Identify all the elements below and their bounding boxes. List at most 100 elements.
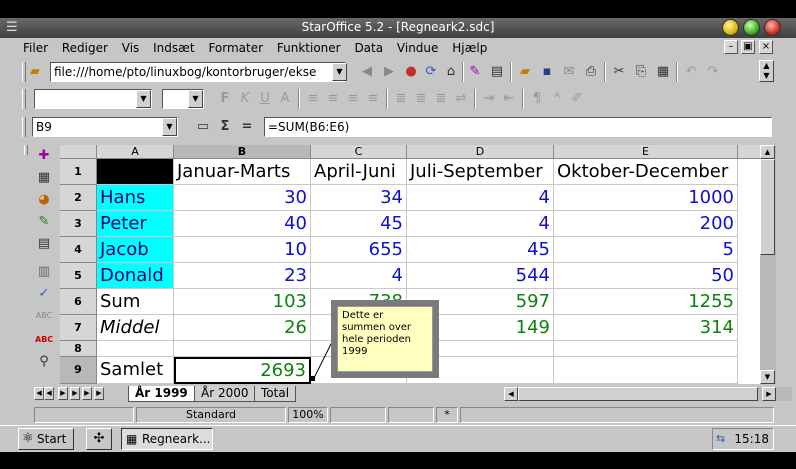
form-icon[interactable]: ▤	[37, 236, 51, 251]
cell-sum-label[interactable]: Sum	[97, 289, 174, 315]
network-icon[interactable]: ⇆	[716, 432, 726, 445]
cell-value[interactable]: 1000	[554, 185, 738, 211]
cell-mean[interactable]: 26	[174, 315, 311, 341]
home-icon[interactable]: ⌂	[446, 64, 456, 79]
function-icon[interactable]: =	[241, 119, 253, 134]
close-button[interactable]	[764, 19, 781, 36]
function-autopilot-icon[interactable]: ▭	[196, 119, 210, 134]
undo-icon[interactable]: ↶	[685, 64, 697, 79]
formula-input[interactable]: =SUM(B6:E6)	[264, 117, 772, 137]
cell-value[interactable]: 4	[407, 211, 554, 237]
paragraph-icon[interactable]: ¶	[532, 91, 542, 106]
cell-value[interactable]: 5	[554, 237, 738, 263]
edit-mode-icon[interactable]: ▤	[490, 64, 504, 79]
spellcheck-icon[interactable]: ✓	[38, 286, 50, 301]
tab-last-sheet-button[interactable]: ▶	[94, 387, 104, 400]
scroll-down-button[interactable]: ▼	[760, 370, 775, 384]
doc-minimize-icon[interactable]: –	[724, 40, 738, 54]
cell-header[interactable]: Oktober-December	[554, 159, 738, 185]
paste-icon[interactable]: ▦	[656, 64, 670, 79]
align-middle-icon[interactable]: ≣	[415, 91, 427, 106]
cell-name[interactable]: Jacob	[97, 237, 174, 263]
row-header[interactable]: 2	[60, 185, 97, 211]
task-regneark[interactable]: ▦ Regneark...	[121, 428, 213, 450]
clock[interactable]: 15:18	[734, 432, 769, 446]
cell-value[interactable]: 200	[554, 211, 738, 237]
cell-name[interactable]: Hans	[97, 185, 174, 211]
cell-comment[interactable]: Dette er summen over hele perioden 1999	[331, 300, 439, 378]
indent-decrease-icon[interactable]: ⇤	[503, 91, 515, 106]
insert-cells-icon[interactable]: ▦	[37, 170, 51, 185]
cell-total-label[interactable]: Samlet	[97, 357, 174, 384]
cell-value[interactable]: 45	[311, 211, 407, 237]
cell-sum[interactable]: 103	[174, 289, 311, 315]
toolbar-handle[interactable]	[22, 89, 26, 109]
vertical-scrollbar[interactable]: ▲ ▼	[760, 145, 776, 384]
column-header-c[interactable]: C	[311, 145, 407, 159]
cell-mean[interactable]: 314	[554, 315, 738, 341]
row-header[interactable]: 9	[60, 357, 97, 384]
stop-icon[interactable]: ●	[405, 64, 417, 79]
menu-formater[interactable]: Formater	[208, 41, 264, 55]
cell-value[interactable]: 23	[174, 263, 311, 289]
title-bar[interactable]: ☰ StarOffice 5.2 - [Regneark2.sdc]	[0, 18, 796, 38]
menu-indsaet[interactable]: Indsæt	[153, 41, 195, 55]
cell-value[interactable]: 34	[311, 185, 407, 211]
url-dropdown-button[interactable]: ▼	[332, 63, 347, 81]
tab-aar-1999[interactable]: År 1999	[128, 386, 195, 402]
menu-vis[interactable]: Vis	[121, 41, 140, 55]
insert-icon[interactable]: ✚	[38, 148, 50, 163]
cell-empty[interactable]	[554, 341, 738, 357]
scroll-left-button[interactable]: ◀	[504, 387, 518, 401]
menu-hjaelp[interactable]: Hjælp	[452, 41, 488, 55]
column-header-f[interactable]	[738, 145, 760, 159]
cell-header[interactable]: Juli-September	[407, 159, 554, 185]
cell-value[interactable]: 4	[407, 185, 554, 211]
redo-icon[interactable]: ↷	[707, 64, 719, 79]
forward-icon[interactable]: ▶	[384, 64, 394, 79]
tab-next-button[interactable]: ▶	[58, 387, 68, 400]
cell-total-selected[interactable]: 2693	[174, 357, 311, 384]
start-button[interactable]: ⚛ Start	[18, 428, 74, 450]
name-box[interactable]: B9	[32, 117, 178, 137]
insert-object-icon[interactable]: ◕	[38, 192, 50, 207]
row-header[interactable]: 4	[60, 237, 97, 263]
column-header-b[interactable]: B	[174, 145, 311, 159]
cell-value[interactable]: 50	[554, 263, 738, 289]
horizontal-scrollbar[interactable]: ◀ ▶	[504, 387, 792, 401]
print-icon[interactable]: ⎙	[585, 64, 597, 79]
column-header-d[interactable]: D	[407, 145, 554, 159]
row-header[interactable]: 6	[60, 289, 97, 315]
save-icon[interactable]: ▪	[542, 64, 552, 79]
email-icon[interactable]: ✉	[563, 64, 575, 79]
sum-icon[interactable]: Σ	[220, 119, 230, 134]
bold-icon[interactable]: F	[220, 91, 230, 106]
status-page-style[interactable]: Standard	[136, 407, 286, 423]
align-top-icon[interactable]: ≣	[395, 91, 407, 106]
hscroll-thumb[interactable]	[518, 387, 758, 401]
column-header-a[interactable]: A	[97, 145, 174, 159]
toolbar-handle[interactable]	[24, 145, 28, 155]
menu-funktioner[interactable]: Funktioner	[276, 41, 341, 55]
cell-sum[interactable]: 1255	[554, 289, 738, 315]
cell-empty[interactable]	[174, 341, 311, 357]
align-right-icon[interactable]: ≡	[347, 91, 359, 106]
spreadsheet-grid[interactable]: A B C D E 1 2 3 4 5 6 7 8 9 Januar-Marts…	[60, 145, 760, 384]
doc-restore-icon[interactable]: ▣	[741, 40, 755, 54]
row-header[interactable]: 1	[60, 159, 97, 185]
cell-mean[interactable]: 149	[407, 315, 554, 341]
maximize-button[interactable]	[743, 19, 760, 36]
cell-empty[interactable]	[407, 341, 554, 357]
cell-value[interactable]: 10	[174, 237, 311, 263]
cell-empty[interactable]	[554, 357, 738, 384]
reload-icon[interactable]: ⟳	[425, 64, 437, 79]
spelling-icon[interactable]: ABC	[35, 335, 54, 344]
tab-aar-2000[interactable]: År 2000	[194, 386, 256, 402]
align-bottom-icon[interactable]: ≣	[435, 91, 447, 106]
italic-icon[interactable]: K	[240, 91, 250, 106]
toolbar-handle[interactable]	[22, 117, 26, 137]
cell-value[interactable]: 4	[311, 263, 407, 289]
indent-increase-icon[interactable]: ⇥	[483, 91, 495, 106]
status-insert-mode[interactable]	[330, 407, 386, 423]
menu-rediger[interactable]: Rediger	[61, 41, 108, 55]
